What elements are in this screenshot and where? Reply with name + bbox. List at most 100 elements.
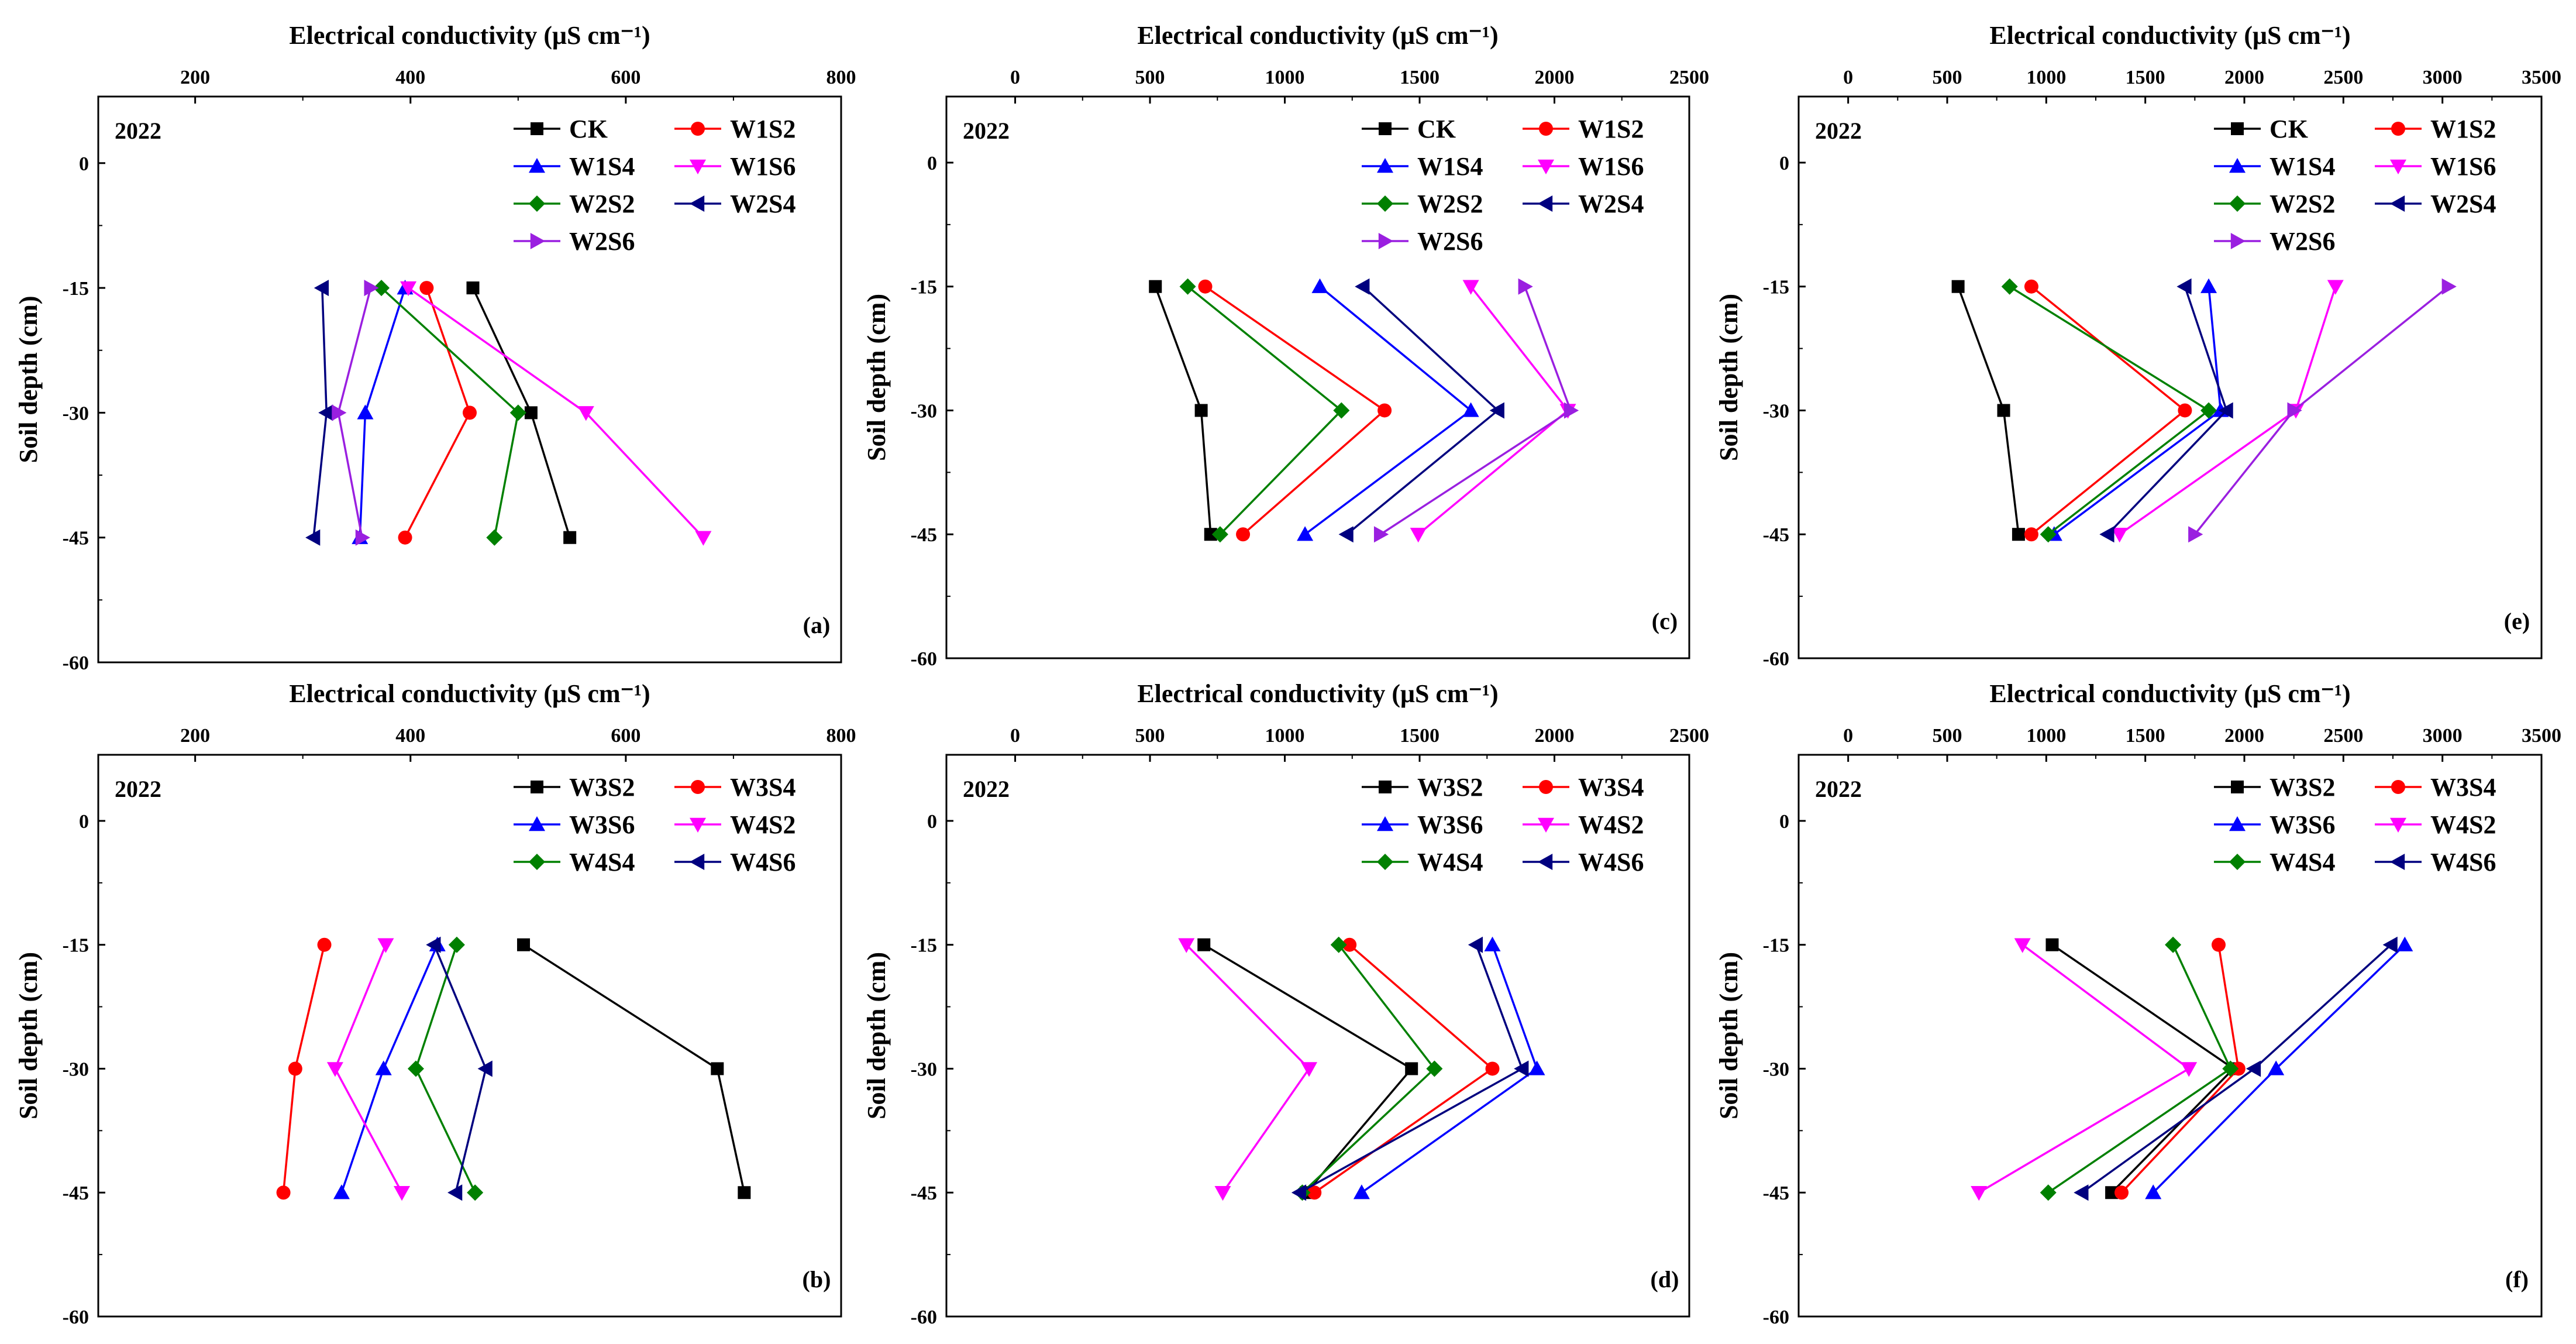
legend-label-W2S6: W2S6 [569, 227, 635, 256]
data-point-W2S2 [373, 280, 390, 297]
legend-label-W4S6: W4S6 [730, 848, 795, 876]
x-tick-label: 2500 [1669, 67, 1709, 88]
data-point-W2S2 [1179, 278, 1196, 295]
legend-marker-W4S4 [1377, 854, 1393, 870]
legend-label-W4S4: W4S4 [1417, 848, 1483, 876]
legend-marker-W3S6 [2229, 816, 2246, 831]
legend-label-W4S6: W4S6 [1578, 848, 1644, 876]
x-axis-label: Electrical conductivity (μS cm⁻¹) [1989, 679, 2350, 708]
plot-frame [945, 754, 1690, 1318]
panel-label: (d) [1651, 1266, 1679, 1293]
x-tick-label: 200 [180, 725, 210, 747]
y-tick-label: -60 [911, 648, 937, 670]
data-point-W4S2 [2181, 1062, 2198, 1077]
panel-label: (c) [1652, 608, 1678, 634]
y-tick-label: -45 [1763, 1183, 1789, 1204]
legend-label-W3S6: W3S6 [1417, 810, 1483, 839]
data-point-W2S4 [1355, 278, 1370, 295]
data-point-W3S2 [2045, 938, 2059, 951]
data-point-W4S4 [1426, 1060, 1443, 1077]
y-axis-label: Soil depth (cm) [14, 952, 43, 1119]
legend-marker-W3S2 [2231, 781, 2244, 793]
legend-label-CK: CK [2270, 115, 2308, 143]
data-point-W2S4 [1489, 402, 1504, 419]
series-line-W2S2 [380, 287, 519, 538]
legend-label-W1S4: W1S4 [2270, 152, 2335, 181]
x-tick-label: 500 [1933, 725, 1962, 747]
y-tick-label: -15 [911, 935, 937, 957]
x-axis-label: Electrical conductivity (μS cm⁻¹) [1137, 21, 1498, 50]
x-tick-label: 600 [611, 67, 640, 88]
y-tick-label: -30 [911, 400, 937, 422]
legend-label-W4S4: W4S4 [569, 848, 635, 876]
data-point-W2S2 [1211, 526, 1228, 543]
x-tick-label: 0 [1843, 725, 1853, 747]
data-point-CK [1194, 404, 1208, 417]
chart-panel-a: Electrical conductivity (μS cm⁻¹) Soil de… [14, 21, 856, 674]
legend-marker-W2S6 [530, 233, 545, 249]
x-tick-label: 1500 [2126, 725, 2165, 747]
y-tick-label: 0 [79, 153, 89, 175]
legend-label-W1S6: W1S6 [2430, 152, 2496, 181]
data-point-W4S2 [1214, 1186, 1231, 1201]
legend-marker-W1S4 [1377, 158, 1393, 173]
legend-label-W4S4: W4S4 [2270, 848, 2335, 876]
x-tick-label: 2000 [2224, 67, 2264, 88]
data-point-W4S4 [2040, 1184, 2057, 1201]
series-line-W4S4 [2047, 944, 2232, 1194]
x-tick-label: 3000 [2423, 725, 2463, 747]
legend-marker-W4S2 [1538, 817, 1554, 833]
series-line-W4S4 [415, 944, 476, 1193]
data-point-W1S4 [1311, 278, 1328, 293]
chart-panel-b: Electrical conductivity (μS cm⁻¹) Soil de… [14, 679, 856, 1328]
data-point-W4S4 [2165, 936, 2182, 953]
data-point-W1S6 [400, 281, 417, 297]
x-tick-label: 0 [1843, 67, 1853, 88]
y-tick-label: 0 [927, 811, 937, 833]
legend-label-W1S4: W1S4 [1417, 152, 1483, 181]
data-point-W1S2 [2024, 527, 2038, 542]
legend-marker-W3S4 [1539, 780, 1553, 794]
x-tick-label: 400 [395, 67, 425, 88]
legend-label-W1S6: W1S6 [730, 152, 795, 181]
x-tick-label: 1000 [2026, 725, 2066, 747]
legend-marker-W2S4 [690, 195, 705, 212]
data-point-W3S2 [2105, 1186, 2119, 1199]
y-tick-label: -60 [63, 652, 89, 674]
legend-label-W3S4: W3S4 [2430, 773, 2496, 802]
data-point-CK [466, 281, 480, 295]
legend-label-W4S2: W4S2 [2430, 810, 2496, 839]
legend-marker-CK [1379, 122, 1392, 135]
x-tick-label: 600 [611, 725, 640, 747]
y-tick-label: -30 [1763, 400, 1789, 422]
y-tick-label: -45 [63, 528, 89, 549]
year-label: 2022 [963, 118, 1010, 144]
y-tick-label: -15 [1763, 277, 1789, 298]
legend-label-W1S6: W1S6 [1578, 152, 1644, 181]
data-point-W3S4 [276, 1185, 291, 1200]
series-line-W1S6 [408, 287, 704, 538]
series-line-W3S4 [2120, 944, 2240, 1194]
series-line-W1S2 [2030, 286, 2187, 535]
x-tick-label: 2500 [2323, 67, 2363, 88]
legend-label-W4S2: W4S2 [730, 810, 795, 839]
y-tick-label: -60 [1763, 648, 1789, 670]
x-tick-label: 500 [1135, 725, 1165, 747]
data-point-W1S4 [357, 404, 374, 420]
data-point-W1S4 [1297, 526, 1314, 541]
x-tick-label: 3500 [2522, 725, 2561, 747]
data-point-W4S6 [477, 1060, 493, 1077]
data-point-W3S2 [711, 1062, 724, 1075]
y-axis-label: Soil depth (cm) [1714, 294, 1743, 461]
panel-label: (b) [803, 1266, 831, 1293]
x-tick-label: 3500 [2522, 67, 2561, 88]
legend-label-W4S6: W4S6 [2430, 848, 2496, 876]
legend-marker-W1S6 [1538, 159, 1554, 174]
data-point-W1S2 [1377, 403, 1392, 418]
data-point-W2S2 [509, 404, 526, 421]
legend-label-W3S2: W3S2 [1417, 773, 1483, 802]
data-point-W3S6 [375, 1060, 392, 1075]
x-tick-label: 2000 [2224, 725, 2264, 747]
year-label: 2022 [963, 776, 1010, 802]
data-point-W3S4 [288, 1061, 302, 1076]
